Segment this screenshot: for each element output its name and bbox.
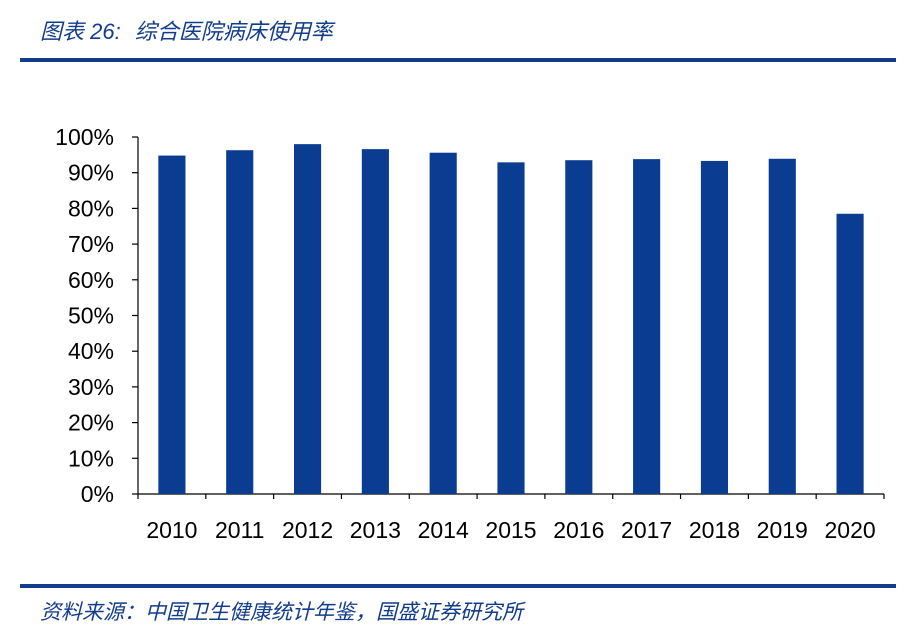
bar-2011	[226, 150, 254, 495]
y-tick-label: 80%	[68, 195, 114, 221]
x-axis: 2010 2011 2012 2013 2014 2015 2016 2017 2018 2019…	[137, 493, 885, 543]
bar-2013	[361, 149, 389, 494]
x-tick-label: 2013	[350, 517, 401, 543]
y-axis: 0% 10% 20% 30% 40% 50% 60% 70% 80% 90% 100%	[55, 124, 139, 507]
y-tick-label: 0%	[81, 481, 114, 507]
x-tick-label: 2016	[553, 517, 604, 543]
y-tick-label: 10%	[68, 445, 114, 471]
figure-title: 图表 26: 综合医院病床使用率	[40, 14, 333, 46]
x-tick-label: 2011	[215, 517, 264, 543]
source-note: 资料来源：中国卫生健康统计年鉴，国盛证券研究所	[40, 601, 523, 624]
x-tick-label: 2019	[757, 517, 808, 543]
bar-2020	[836, 213, 864, 494]
x-tick-label: 2015	[485, 517, 536, 543]
bar-2017	[633, 159, 661, 494]
y-tick-label: 60%	[68, 267, 114, 293]
y-tick-label: 70%	[68, 231, 114, 257]
y-tick-label: 30%	[68, 374, 114, 400]
x-tick-label: 2014	[418, 517, 469, 543]
top-divider	[20, 58, 896, 62]
figure-label: 图表 26:	[40, 19, 121, 44]
bar-2015	[497, 162, 525, 495]
bar-2014	[429, 152, 457, 494]
bar-2016	[565, 160, 593, 494]
y-tick-label: 40%	[68, 338, 114, 364]
bar-2012	[293, 144, 322, 494]
y-tick-label: 100%	[55, 124, 114, 150]
x-tick-label: 2020	[825, 517, 876, 543]
y-tick-label: 90%	[68, 160, 114, 186]
bottom-divider	[20, 584, 896, 588]
x-tick-label: 2010	[146, 517, 197, 543]
x-tick-label: 2017	[621, 517, 672, 543]
bar-2018	[700, 160, 729, 494]
y-tick-label: 20%	[68, 410, 114, 436]
x-tick-label: 2012	[282, 517, 333, 543]
x-tick-label: 2018	[689, 517, 740, 543]
bars	[158, 144, 864, 495]
y-tick-label: 50%	[68, 303, 114, 329]
bar-2010	[158, 155, 186, 494]
figure-title-text: 综合医院病床使用率	[134, 19, 333, 44]
bar-2019	[768, 158, 796, 495]
